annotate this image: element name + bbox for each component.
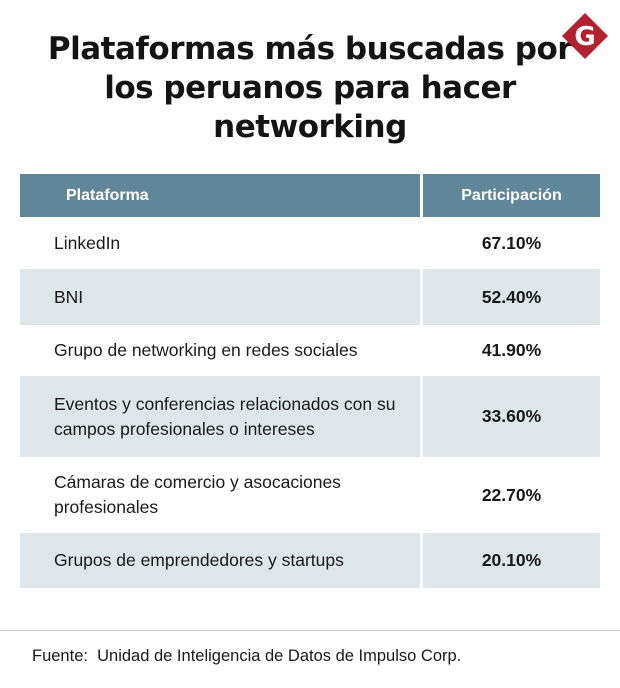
data-table: Plataforma Participación LinkedIn 67.10%… (20, 174, 600, 588)
table-row: Grupos de emprendedores y startups 20.10… (20, 533, 600, 588)
participation-value: 52.40% (423, 269, 600, 325)
platform-name: BNI (20, 269, 420, 325)
table-header-row: Plataforma Participación (20, 174, 600, 217)
participation-value: 41.90% (481, 340, 542, 360)
table-row: Grupo de networking en redes sociales 41… (20, 325, 600, 376)
column-header-plataforma: Plataforma (20, 174, 420, 217)
table-row: Eventos y conferencias relacionados con … (20, 376, 600, 457)
platform-name: Eventos y conferencias relacionados con … (20, 376, 420, 457)
brand-logo-icon: G (562, 13, 608, 59)
table-row: BNI 52.40% (20, 269, 600, 325)
table-row: Cámaras de comercio y asocaciones profes… (20, 457, 600, 533)
footer-divider (0, 630, 620, 631)
platform-name: LinkedIn (54, 232, 121, 253)
source-note: Fuente: Unidad de Inteligencia de Datos … (32, 647, 462, 665)
participation-value: 67.10% (481, 232, 542, 253)
participation-value: 20.10% (423, 533, 600, 588)
participation-value: 22.70% (481, 484, 542, 505)
platform-name: Cámaras de comercio y asocaciones profes… (54, 472, 341, 517)
page-title: Plataformas más buscadas por los peruano… (47, 31, 573, 145)
platform-name: Grupo de networking en redes sociales (54, 340, 358, 360)
platform-name: Grupos de emprendedores y startups (20, 533, 420, 588)
table-row: LinkedIn 67.10% (20, 217, 600, 269)
column-header-participacion: Participación (423, 174, 600, 217)
svg-text:G: G (574, 22, 595, 52)
participation-value: 33.60% (423, 376, 600, 457)
